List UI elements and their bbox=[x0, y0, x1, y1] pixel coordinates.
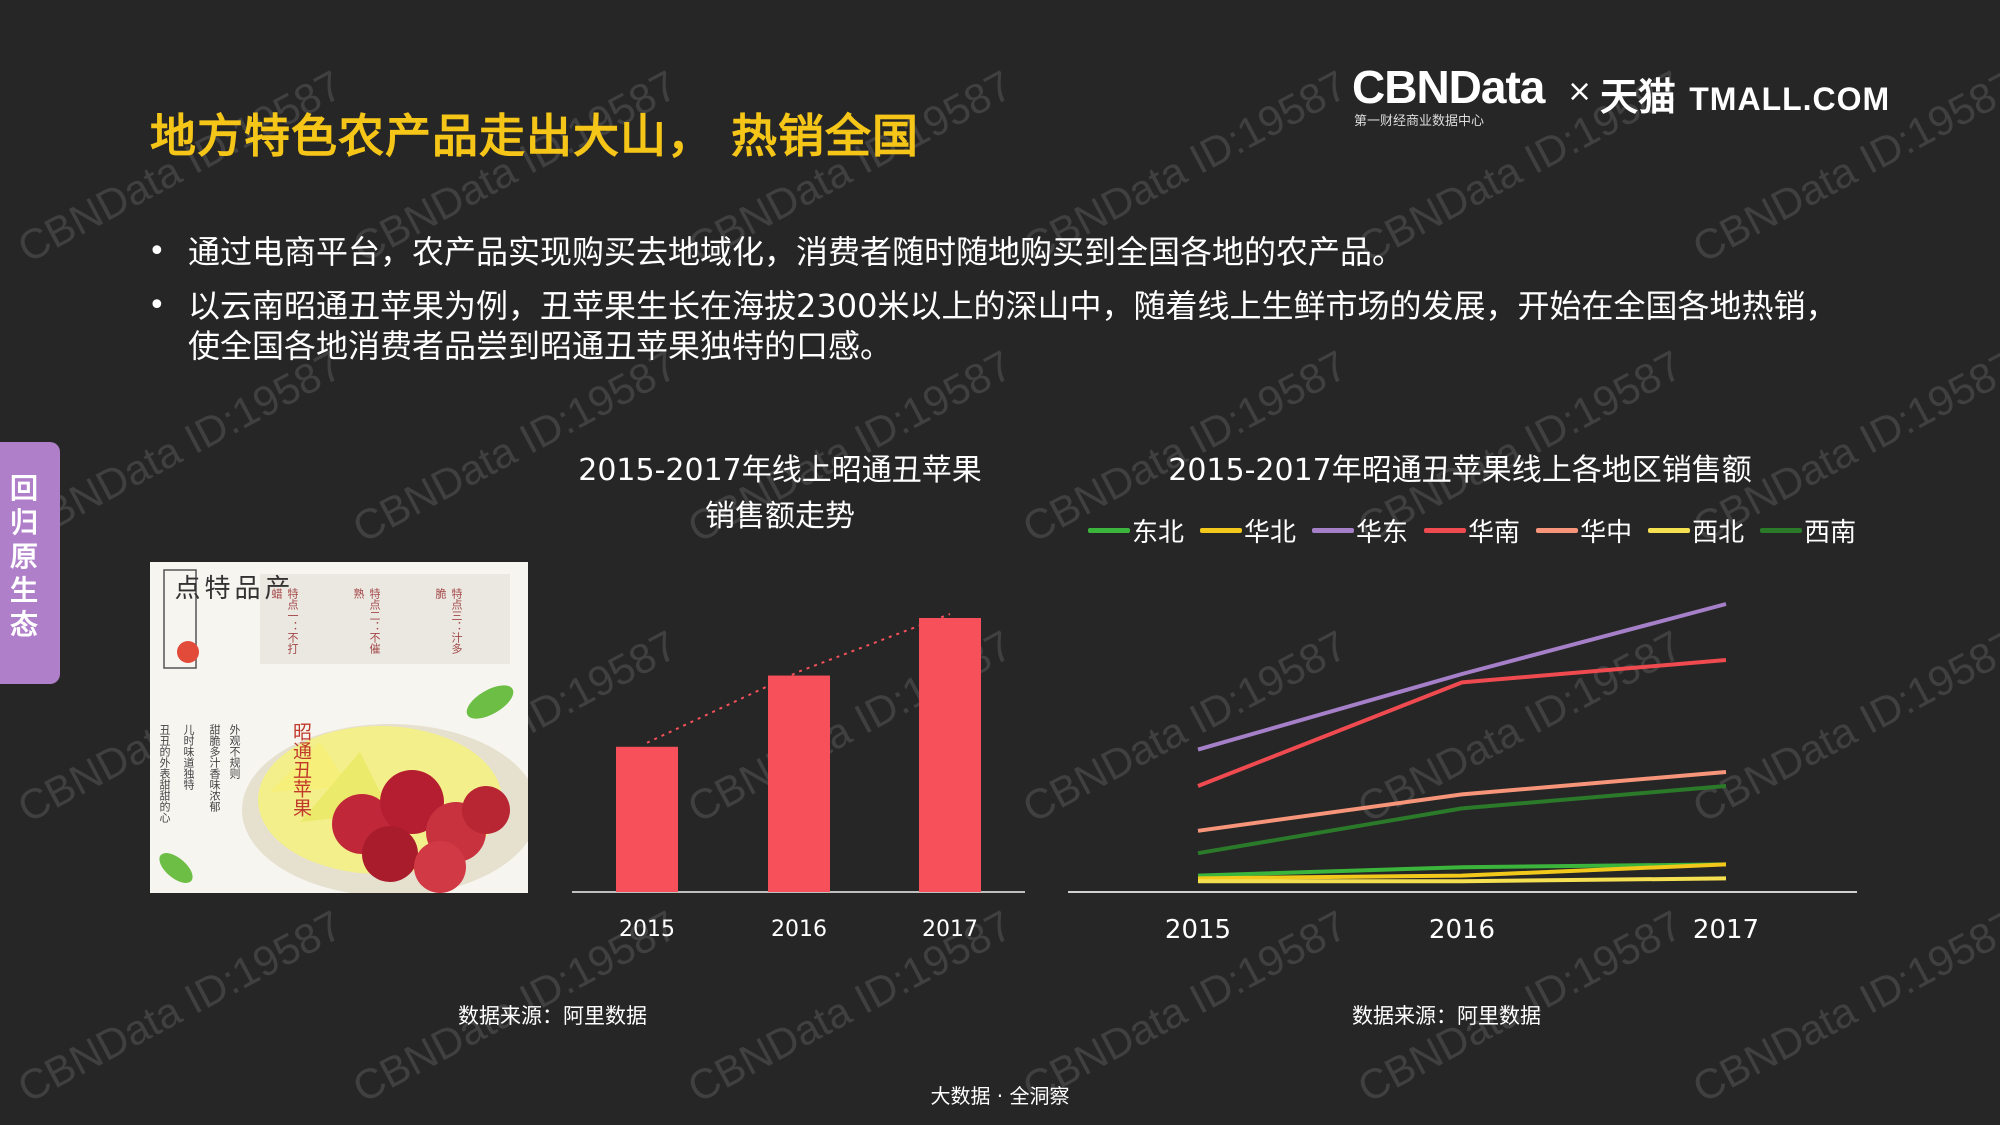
series-line-华中 bbox=[1197, 770, 1727, 833]
legend-item: 华中 bbox=[1536, 512, 1632, 549]
legend-item: 西北 bbox=[1648, 512, 1744, 549]
desc-col-3: 儿时味道独特 bbox=[182, 724, 195, 790]
bar-tick-label: 2017 bbox=[922, 917, 978, 942]
legend-item: 华北 bbox=[1200, 512, 1296, 549]
legend-swatch bbox=[1648, 528, 1691, 533]
series-line-华东 bbox=[1197, 602, 1727, 752]
bar-chart-title-line-1: 2015-2017年线上昭通丑苹果 bbox=[578, 453, 982, 488]
bar-chart: 2015 2016 2017 bbox=[572, 613, 1025, 942]
series-line-西北 bbox=[1198, 876, 1727, 884]
legend-label: 东北 bbox=[1132, 518, 1185, 548]
tmall-cn: 天猫 bbox=[1600, 75, 1677, 119]
page-title: 地方特色农产品走出大山， 热销全国 bbox=[150, 109, 920, 163]
legend-swatch bbox=[1312, 528, 1355, 533]
legend-label: 西北 bbox=[1692, 518, 1745, 548]
bullet-item: • 通过电商平台，农产品实现购买去地域化，消费者随时随地购买到全国各地的农产品。 bbox=[148, 232, 1868, 272]
line-chart-title: 2015-2017年昭通丑苹果线上各地区销售额 bbox=[1168, 453, 1752, 488]
feature-1: 特点一：不打蜡 bbox=[270, 588, 299, 654]
line-tick-label: 2015 bbox=[1165, 915, 1231, 945]
bar-tick-label: 2015 bbox=[619, 917, 675, 942]
bullet-list: • 通过电商平台，农产品实现购买去地域化，消费者随时随地购买到全国各地的农产品。… bbox=[148, 232, 1868, 380]
bullet-text: 以云南昭通丑苹果为例，丑苹果生长在海拔2300米以上的深山中，随着线上生鲜市场的… bbox=[188, 287, 1838, 365]
bullet-text: 通过电商平台，农产品实现购买去地域化，消费者随时随地购买到全国各地的农产品。 bbox=[188, 233, 1405, 271]
bullet-item: • 以云南昭通丑苹果为例，丑苹果生长在海拔2300米以上的深山中，随着线上生鲜市… bbox=[148, 286, 1868, 366]
legend-label: 华北 bbox=[1244, 518, 1297, 548]
feature-2: 特点二：不催熟 bbox=[352, 588, 381, 654]
product-photo: 产品特点 特点一：不打蜡 特点二：不催熟 特点三：汁多脆 外观不规则 甜脆多汁香… bbox=[150, 562, 528, 893]
series-line-华北 bbox=[1197, 862, 1727, 881]
line-chart: 2015 2016 2017 bbox=[1068, 602, 1857, 945]
bar-tick-label: 2016 bbox=[771, 917, 827, 942]
tmall-en: TMALL.COM bbox=[1689, 81, 1891, 117]
series-line-华南 bbox=[1197, 658, 1727, 788]
desc-col-4: 丑丑的外表甜甜的心 bbox=[158, 724, 171, 823]
desc-col-2: 甜脆多汁香味浓郁 bbox=[208, 724, 221, 812]
legend-label: 华南 bbox=[1468, 518, 1521, 548]
series-line-东北 bbox=[1197, 862, 1727, 878]
bar-2017 bbox=[919, 618, 981, 892]
legend-swatch bbox=[1760, 528, 1803, 533]
line-tick-label: 2016 bbox=[1429, 915, 1495, 945]
side-tab-label: 回归原生态 bbox=[9, 472, 38, 641]
legend-swatch bbox=[1088, 528, 1130, 533]
tmall-logo: 天猫 TMALL.COM bbox=[1600, 66, 1890, 121]
bar-chart-title: 2015-2017年线上昭通丑苹果 销售额走势 bbox=[560, 448, 1000, 540]
bar-2016 bbox=[768, 675, 830, 892]
photo-heading: 产品特点 bbox=[170, 574, 290, 600]
desc-col-1: 外观不规则 bbox=[228, 724, 241, 779]
legend-item: 华东 bbox=[1312, 512, 1408, 549]
side-section-tab[interactable]: 回归原生态 bbox=[0, 442, 60, 684]
legend-item: 东北 bbox=[1088, 512, 1184, 549]
bar-chart-title-line-2: 销售额走势 bbox=[705, 499, 855, 534]
line-chart-source: 数据来源：阿里数据 bbox=[1352, 1004, 1541, 1028]
legend-item: 西南 bbox=[1760, 512, 1856, 549]
logo-subtitle: 第一财经商业数据中心 bbox=[1354, 114, 1485, 129]
legend-label: 华东 bbox=[1356, 518, 1409, 548]
line-chart-legend: 东北 华北 华东 华南 华中 西北 西南 bbox=[1088, 512, 1872, 549]
product-name: 昭通丑苹果 bbox=[290, 722, 312, 817]
legend-label: 华中 bbox=[1580, 518, 1633, 548]
line-tick-label: 2017 bbox=[1693, 915, 1759, 945]
legend-swatch bbox=[1424, 528, 1467, 533]
legend-swatch bbox=[1200, 528, 1243, 533]
legend-swatch bbox=[1536, 528, 1579, 533]
footer-tagline: 大数据 · 全洞察 bbox=[930, 1084, 1070, 1108]
cbndata-tmall-logo: CBNData 第一财经商业数据中心 × 天猫 TMALL.COM bbox=[1352, 60, 1889, 129]
logo-times: × bbox=[1567, 74, 1593, 109]
bullet-dot-icon: • bbox=[148, 288, 166, 323]
product-illustration bbox=[159, 569, 528, 893]
series-line-西南 bbox=[1197, 784, 1727, 856]
bar-2015 bbox=[616, 746, 678, 892]
bar-chart-source: 数据来源：阿里数据 bbox=[458, 1004, 647, 1028]
feature-3: 特点三：汁多脆 bbox=[434, 588, 463, 654]
legend-item: 华南 bbox=[1424, 512, 1520, 549]
legend-label: 西南 bbox=[1804, 518, 1857, 548]
logo-brand: CBNData bbox=[1352, 61, 1545, 113]
bullet-dot-icon: • bbox=[148, 234, 166, 269]
